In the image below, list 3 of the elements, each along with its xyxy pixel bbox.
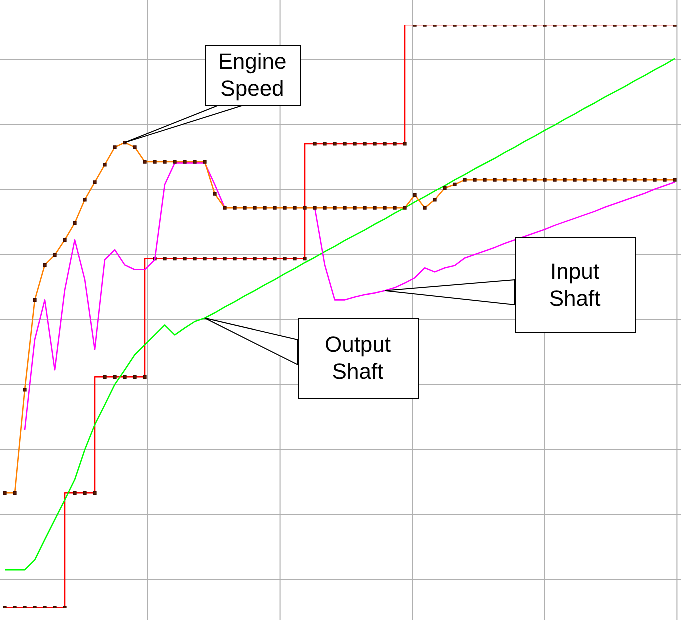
series-label: Input Shaft (515, 237, 635, 332)
text: Engine Speed (205, 45, 300, 105)
text: Output Shaft (298, 318, 418, 398)
